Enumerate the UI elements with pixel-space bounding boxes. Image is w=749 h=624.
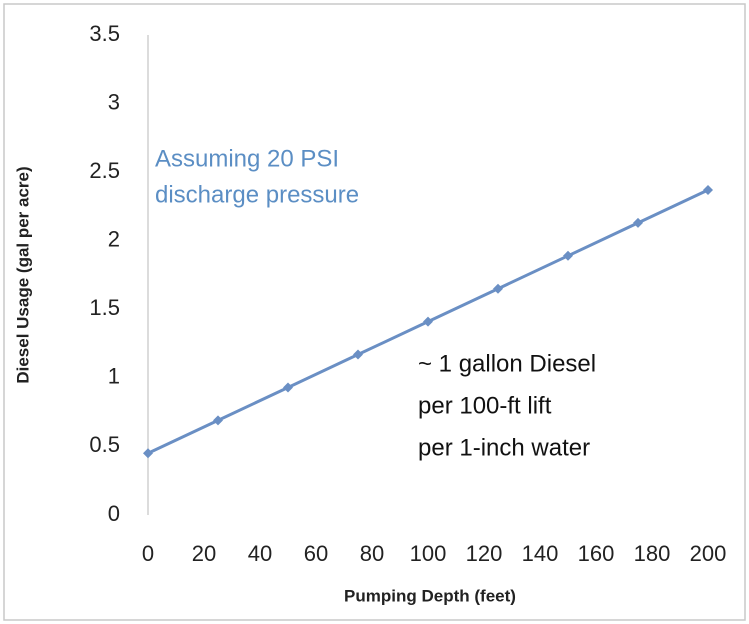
data-point <box>633 217 643 228</box>
x-tick-label: 120 <box>466 541 503 566</box>
x-tick-label: 200 <box>690 541 727 566</box>
y-axis-label: Diesel Usage (gal per acre) <box>13 166 32 383</box>
annotation: per 1-inch water <box>418 434 590 461</box>
y-tick-label: 3.5 <box>89 21 120 46</box>
data-point <box>353 349 363 360</box>
data-point <box>283 382 293 393</box>
data-point <box>213 415 223 426</box>
frame <box>3 3 746 621</box>
x-tick-label: 60 <box>304 541 328 566</box>
data-point <box>703 184 713 195</box>
y-tick-label: 3 <box>108 89 120 114</box>
x-axis-label: Pumping Depth (feet) <box>344 586 516 605</box>
y-tick-label: 1.5 <box>89 295 120 320</box>
data-point <box>143 448 153 459</box>
x-tick-label: 80 <box>360 541 384 566</box>
annotation: discharge pressure <box>155 181 359 208</box>
annotation: ~ 1 gallon Diesel <box>418 350 596 377</box>
annotation: per 100-ft lift <box>418 392 552 419</box>
y-tick-label: 0.5 <box>89 432 120 457</box>
data-point <box>423 316 433 327</box>
data-point <box>493 283 503 294</box>
x-tick-label: 20 <box>192 541 216 566</box>
y-tick-label: 2.5 <box>89 158 120 183</box>
annotation: Assuming 20 PSI <box>155 145 339 172</box>
x-tick-label: 40 <box>248 541 272 566</box>
data-point <box>563 250 573 261</box>
x-tick-label: 0 <box>142 541 154 566</box>
y-tick-label: 0 <box>108 501 120 526</box>
y-tick-label: 1 <box>108 364 120 389</box>
x-tick-label: 140 <box>522 541 559 566</box>
y-tick-label: 2 <box>108 227 120 252</box>
x-tick-label: 100 <box>410 541 447 566</box>
x-tick-label: 160 <box>578 541 615 566</box>
x-tick-label: 180 <box>634 541 671 566</box>
